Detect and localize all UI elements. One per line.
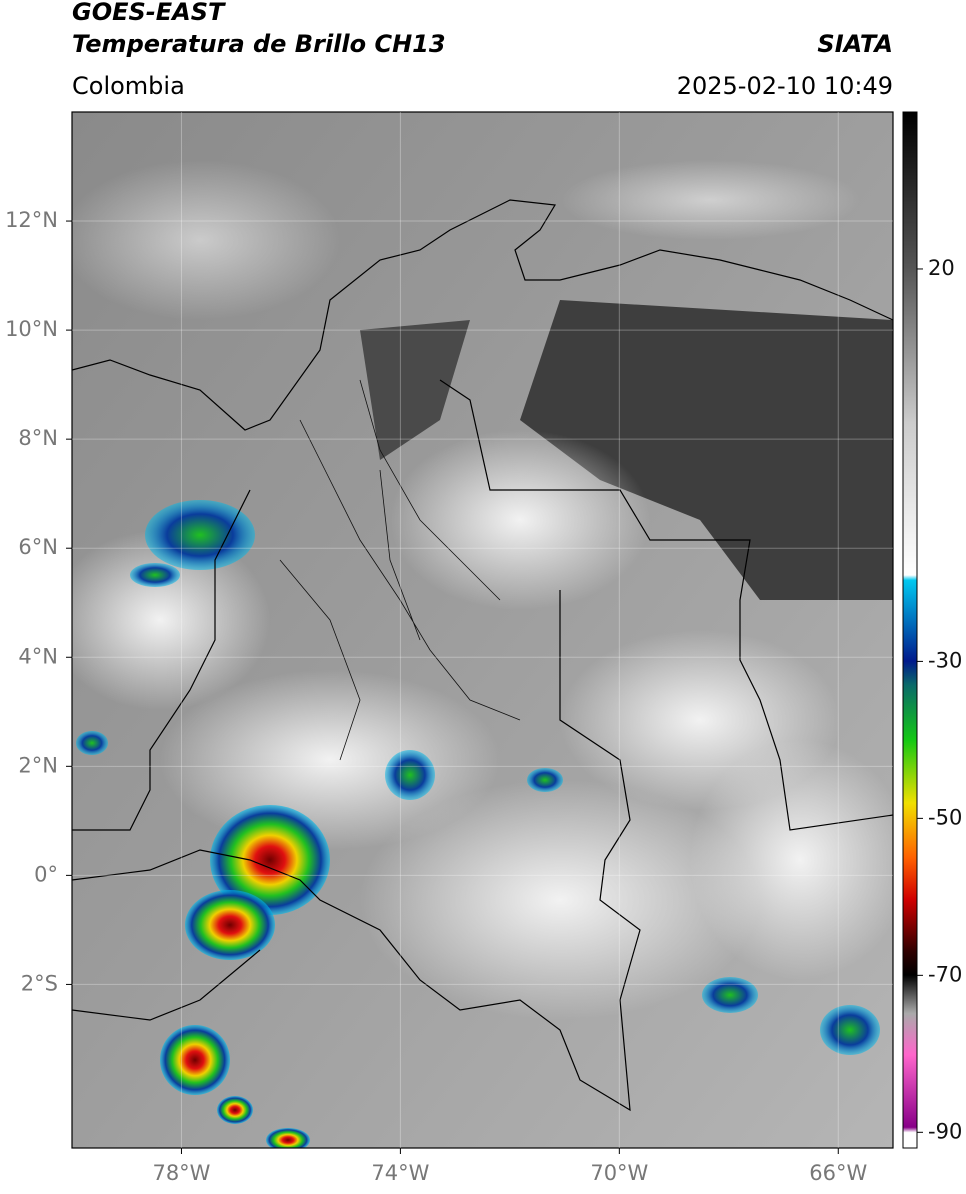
x-tick-label: 70°W xyxy=(590,1161,648,1185)
x-tick-label: 74°W xyxy=(371,1161,429,1185)
y-tick-label: 0° xyxy=(34,862,58,886)
source: SIATA xyxy=(817,30,893,58)
colorbar-tick-label: -90 xyxy=(928,1119,962,1143)
y-tick-label: 6°N xyxy=(18,535,58,559)
colorbar-tick-label: -30 xyxy=(928,648,962,672)
y-tick-label: 12°N xyxy=(5,208,58,232)
y-tick-label: 8°N xyxy=(18,426,58,450)
x-tick-label: 66°W xyxy=(809,1161,867,1185)
colorbar-tick-label: 20 xyxy=(928,256,955,280)
graticule xyxy=(72,112,893,1148)
y-tick-label: 2°N xyxy=(18,753,58,777)
y-tick-label: 10°N xyxy=(5,317,58,341)
y-tick-label: 2°S xyxy=(21,971,58,995)
x-tick-label: 78°W xyxy=(152,1161,210,1185)
subtitle: Temperatura de Brillo CH13 xyxy=(72,30,446,58)
map-frame xyxy=(71,111,894,1149)
colorbar-tick-label: -50 xyxy=(928,805,962,829)
region: Colombia xyxy=(72,72,185,100)
satellite-image xyxy=(72,112,893,1148)
y-tick-label: 4°N xyxy=(18,644,58,668)
colorbar-tick-label: -70 xyxy=(928,962,962,986)
timestamp: 2025-02-10 10:49 xyxy=(677,72,893,100)
title: GOES-EAST xyxy=(72,0,226,26)
colorbar xyxy=(902,111,918,1149)
